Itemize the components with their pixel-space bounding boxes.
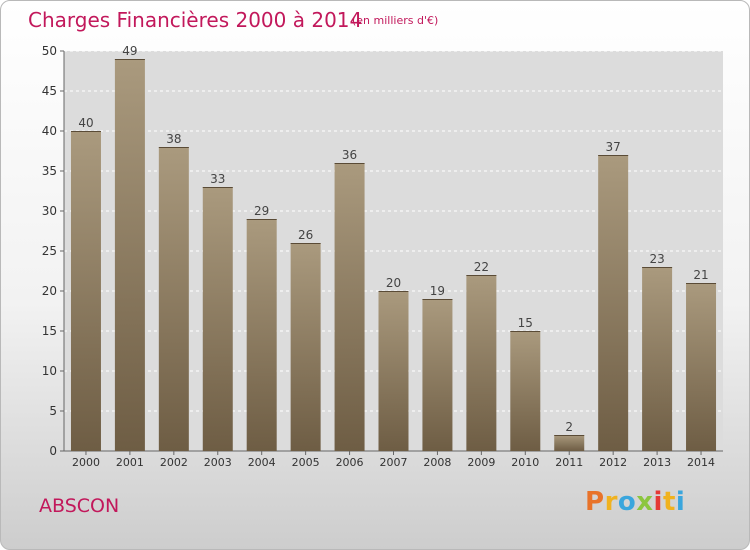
- y-tick-label: 35: [42, 164, 57, 178]
- x-tick-label: 2005: [292, 456, 320, 469]
- x-tick-label: 2008: [423, 456, 451, 469]
- logo-letter: i: [653, 487, 663, 517]
- data-label: 15: [518, 316, 533, 330]
- y-tick-label: 20: [42, 284, 57, 298]
- data-label: 38: [166, 132, 181, 146]
- y-tick-label: 10: [42, 364, 57, 378]
- data-label: 23: [649, 252, 664, 266]
- bar: [158, 147, 189, 451]
- y-tick-label: 50: [42, 44, 57, 58]
- y-tick-label: 0: [49, 444, 57, 458]
- x-tick-label: 2012: [599, 456, 627, 469]
- bar: [246, 219, 277, 451]
- bar: [114, 59, 145, 451]
- data-label: 33: [210, 172, 225, 186]
- x-tick-label: 2013: [643, 456, 671, 469]
- y-tick-label: 40: [42, 124, 57, 138]
- chart-title: Charges Financières 2000 à 2014: [28, 8, 363, 32]
- chart-unit: (en milliers d'€): [352, 14, 439, 27]
- logo-letter: r: [604, 487, 618, 517]
- x-tick-label: 2011: [555, 456, 583, 469]
- data-label: 21: [693, 268, 708, 282]
- bar: [422, 299, 453, 451]
- bar: [510, 331, 541, 451]
- x-tick-label: 2006: [336, 456, 364, 469]
- data-label: 22: [474, 260, 489, 274]
- data-label: 19: [430, 284, 445, 298]
- bar: [554, 435, 585, 451]
- y-tick-label: 30: [42, 204, 57, 218]
- y-tick-label: 45: [42, 84, 57, 98]
- bar: [202, 187, 233, 451]
- logo-letter: i: [675, 487, 686, 517]
- data-label: 2: [565, 420, 573, 434]
- bar: [642, 267, 673, 451]
- bar: [686, 283, 717, 451]
- x-tick-label: 2001: [116, 456, 144, 469]
- y-tick-label: 5: [49, 404, 57, 418]
- bar: [334, 163, 365, 451]
- logo-letter: P: [585, 487, 605, 517]
- data-label: 40: [78, 116, 93, 130]
- bar: [466, 275, 497, 451]
- logo-letter: x: [636, 487, 654, 517]
- data-label: 36: [342, 148, 357, 162]
- data-label: 20: [386, 276, 401, 290]
- bar: [290, 243, 321, 451]
- y-tick-label: 15: [42, 324, 57, 338]
- place-name: ABSCON: [39, 495, 120, 517]
- bar: [598, 155, 629, 451]
- data-label: 26: [298, 228, 313, 242]
- x-tick-label: 2014: [687, 456, 715, 469]
- logo-letter: o: [617, 487, 637, 517]
- proxiti-logo: Proxiti: [585, 487, 685, 517]
- x-tick-label: 2002: [160, 456, 188, 469]
- x-tick-label: 2007: [380, 456, 408, 469]
- x-tick-label: 2004: [248, 456, 276, 469]
- data-label: 29: [254, 204, 269, 218]
- y-tick-label: 25: [42, 244, 57, 258]
- bar: [378, 291, 409, 451]
- x-tick-label: 2009: [467, 456, 495, 469]
- x-tick-label: 2000: [72, 456, 100, 469]
- data-label: 49: [122, 44, 137, 58]
- x-tick-label: 2010: [511, 456, 539, 469]
- x-tick-label: 2003: [204, 456, 232, 469]
- bar: [70, 131, 101, 451]
- logo-letter: t: [662, 487, 676, 517]
- data-label: 37: [606, 140, 621, 154]
